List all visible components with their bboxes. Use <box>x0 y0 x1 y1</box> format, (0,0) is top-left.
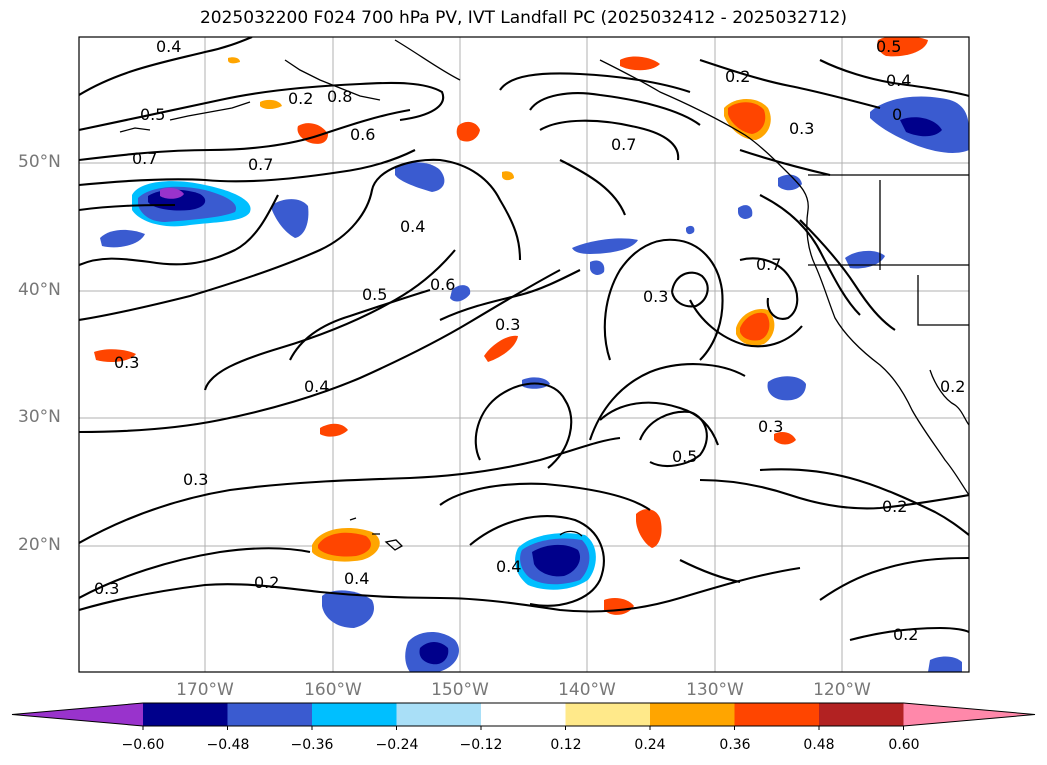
colorbar <box>11 702 1036 730</box>
colorbar-segment <box>819 703 904 726</box>
lon-label-150w: 150°W <box>431 680 489 700</box>
pv-contours <box>79 37 969 642</box>
colorbar-tick-label: −0.48 <box>206 737 250 753</box>
contour-label: 0.8 <box>327 87 352 106</box>
colorbar-segment <box>650 703 735 726</box>
colorbar-segment <box>227 703 313 726</box>
colorbar-tick-label: −0.36 <box>290 737 334 753</box>
colorbar-tick-label: 0.24 <box>634 737 666 753</box>
lon-label-160w: 160°W <box>304 680 362 700</box>
contour-label: 0.2 <box>940 377 965 396</box>
contour-label: 0.4 <box>400 217 425 236</box>
colorbar-tick-label: −0.60 <box>121 737 165 753</box>
contour-label: 0.5 <box>140 105 165 124</box>
colorbar-extend-low <box>12 703 143 726</box>
contour-label: 0.3 <box>495 315 520 334</box>
coastlines <box>119 39 969 551</box>
contour-label: 0.7 <box>611 135 636 154</box>
contour-label: 0.3 <box>114 353 139 372</box>
colorbar-tick-label: −0.12 <box>459 737 503 753</box>
colorbar-tick-label: 0.36 <box>719 737 751 753</box>
contour-label: 0.2 <box>288 89 313 108</box>
pv-fill-areas <box>94 37 969 672</box>
colorbar-segment <box>565 703 651 726</box>
contour-label: 0.2 <box>882 497 907 516</box>
lat-label-30n: 30°N <box>18 407 61 427</box>
contour-label: 0.3 <box>758 417 783 436</box>
contour-label: 0.5 <box>672 447 697 466</box>
contour-label-layer: 0.4 0.5 0.7 0.8 0.6 0.7 0.7 0.2 0.5 0.4 … <box>94 37 965 644</box>
contour-label: 0.2 <box>254 573 279 592</box>
colorbar-segment <box>396 703 482 726</box>
colorbar-segment <box>481 703 566 726</box>
colorbar-segment <box>312 703 397 726</box>
contour-label: 0.3 <box>183 470 208 489</box>
lat-label-50n: 50°N <box>18 152 61 172</box>
colorbar-segment <box>734 703 820 726</box>
contour-label: 0.6 <box>430 275 455 294</box>
colorbar-tick-label: 0.48 <box>803 737 835 753</box>
colorbar-tick-label: 0.60 <box>888 737 920 753</box>
contour-label: 0.4 <box>496 557 521 576</box>
contour-label: 0.4 <box>886 71 911 90</box>
colorbar-tick-label: −0.24 <box>375 737 419 753</box>
contour-label: 0.5 <box>876 37 901 56</box>
contour-label: 0.4 <box>156 37 181 56</box>
lon-label-130w: 130°W <box>686 680 744 700</box>
colorbar-segment <box>143 703 228 726</box>
contour-label: 0.3 <box>643 287 668 306</box>
lon-label-170w: 170°W <box>176 680 234 700</box>
contour-label: 0.2 <box>725 67 750 86</box>
contour-label: 0.6 <box>350 125 375 144</box>
contour-label: 0.4 <box>304 377 329 396</box>
contour-label: 0.7 <box>248 155 273 174</box>
contour-label: 0.7 <box>756 255 781 274</box>
lat-label-20n: 20°N <box>18 535 61 555</box>
lon-label-120w: 120°W <box>813 680 871 700</box>
contour-label: 0 <box>892 105 902 124</box>
map-title: 2025032200 F024 700 hPa PV, IVT Landfall… <box>199 8 847 28</box>
contour-label: 0.3 <box>94 579 119 598</box>
colorbar-extend-high <box>903 703 1035 726</box>
contour-label: 0.3 <box>789 119 814 138</box>
contour-label: 0.5 <box>362 285 387 304</box>
contour-label: 0.2 <box>893 625 918 644</box>
colorbar-tick-label: 0.12 <box>550 737 582 753</box>
lat-label-40n: 40°N <box>18 280 61 300</box>
contour-label: 0.7 <box>132 149 157 168</box>
lon-label-140w: 140°W <box>558 680 616 700</box>
contour-label: 0.4 <box>344 569 369 588</box>
map-frame <box>78 36 970 673</box>
